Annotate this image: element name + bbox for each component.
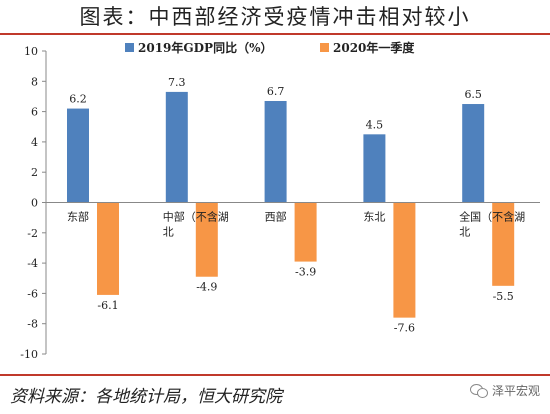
data-label-2020-q1: -6.1 xyxy=(97,299,118,312)
x-category-label: 北 xyxy=(163,226,174,239)
bar-2019-gdp xyxy=(67,108,89,203)
y-tick-label: -10 xyxy=(20,348,38,361)
bar-2019-gdp xyxy=(165,91,188,203)
x-category-label: 东北 xyxy=(363,211,385,224)
y-tick-label: -6 xyxy=(27,287,38,300)
y-tick-label: -8 xyxy=(27,318,38,331)
y-tick-label: 2 xyxy=(31,166,38,179)
y-tick-label: -2 xyxy=(27,227,38,240)
bar-2020-q1 xyxy=(393,202,416,318)
bar-2019-gdp xyxy=(264,100,287,203)
footer-divider xyxy=(0,374,550,376)
x-category-label: 全国（不含湖 xyxy=(459,210,525,224)
x-category-label: 东部 xyxy=(67,210,89,224)
chat-bubble-icon xyxy=(469,383,488,398)
gdp-bar-chart: 10 8 6 4 2 0 -2 -4 -6 -8 -10 6.2 -6.1 东部 7.3 -4.9 中部（不含湖… xyxy=(20,40,540,361)
data-label-2019: 6.5 xyxy=(464,88,482,101)
y-tick-label: -4 xyxy=(27,257,38,270)
bar-2020-q1 xyxy=(492,202,515,286)
y-tick-label: 4 xyxy=(31,136,38,149)
chart-area: 10 8 6 4 2 0 -2 -4 -6 -8 -10 6.2 -6.1 东部 7.3 -4.9 中部（不含湖… xyxy=(0,36,550,372)
bar-2020-q1 xyxy=(97,202,119,295)
legend-label: 2020年一季度 xyxy=(333,40,415,55)
chart-title-bar: 图表：中西部经济受疫情冲击相对较小 xyxy=(0,0,550,32)
data-label-2019: 4.5 xyxy=(366,118,384,131)
legend-swatch xyxy=(320,43,329,52)
data-label-2020-q1: -5.5 xyxy=(493,290,514,303)
y-tick-label: 8 xyxy=(31,75,38,88)
bar-2020-q1 xyxy=(294,202,317,262)
legend-label: 2019年GDP同比（%） xyxy=(138,40,272,55)
bar-2019-gdp xyxy=(363,134,386,203)
bar-2020-q1 xyxy=(195,202,218,277)
y-tick-label: 10 xyxy=(24,45,38,58)
y-tick-label: 0 xyxy=(31,197,38,210)
data-label-2019: 6.7 xyxy=(267,85,285,98)
title-divider xyxy=(0,33,550,35)
legend-swatch xyxy=(125,43,134,52)
x-category-label: 中部（不含湖 xyxy=(163,210,229,224)
brand-mark: 泽平宏观 xyxy=(469,382,540,399)
chart-title: 图表：中西部经济受疫情冲击相对较小 xyxy=(79,5,471,29)
x-category-label: 北 xyxy=(459,226,470,239)
data-label-2020-q1: -7.6 xyxy=(394,322,415,335)
bar-2019-gdp xyxy=(462,104,485,203)
source-note: 资料来源： 各地统计局，恒大研究院 xyxy=(10,378,282,410)
source-label: 资料来源： xyxy=(10,386,95,407)
x-category-label: 西部 xyxy=(265,210,287,224)
brand-name: 泽平宏观 xyxy=(491,384,540,398)
data-label-2020-q1: -3.9 xyxy=(295,266,316,279)
y-tick-label: 6 xyxy=(31,106,38,119)
data-label-2019: 6.2 xyxy=(69,93,87,106)
data-label-2019: 7.3 xyxy=(168,76,186,89)
source-text: 各地统计局，恒大研究院 xyxy=(95,386,282,407)
data-label-2020-q1: -4.9 xyxy=(196,281,217,294)
